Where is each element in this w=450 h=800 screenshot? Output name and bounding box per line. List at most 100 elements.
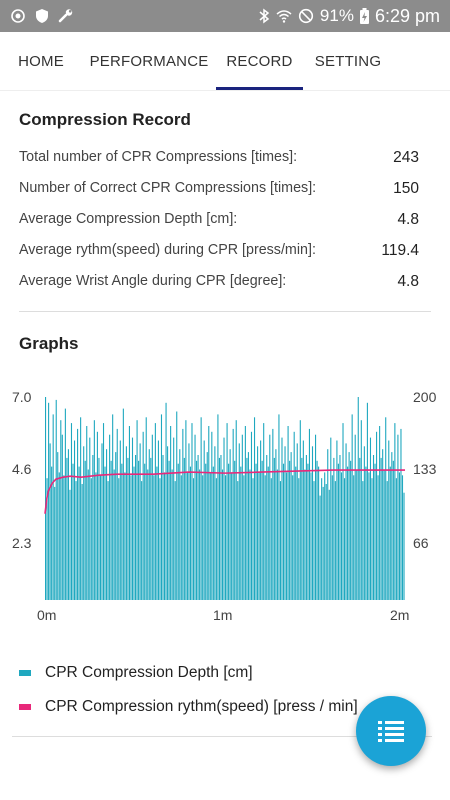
- depth-bar: [354, 434, 356, 600]
- depth-bar: [235, 420, 237, 600]
- record-value: 4.8: [397, 211, 419, 228]
- depth-bar: [70, 423, 73, 600]
- depth-bar: [287, 426, 289, 600]
- depth-bar: [313, 481, 315, 600]
- depth-bar: [200, 417, 202, 600]
- depth-bar: [174, 481, 176, 600]
- depth-bar: [247, 452, 249, 600]
- depth-bar: [304, 469, 306, 600]
- depth-bar: [176, 411, 178, 600]
- depth-bar: [397, 434, 399, 600]
- depth-bar: [157, 440, 159, 600]
- tab-record[interactable]: RECORD: [216, 32, 303, 90]
- depth-bar: [241, 434, 243, 600]
- list-fab-button[interactable]: [356, 696, 426, 766]
- record-value: 150: [393, 180, 419, 197]
- depth-bar: [255, 463, 257, 600]
- depth-bar: [269, 434, 271, 600]
- depth-bar: [179, 449, 181, 600]
- brightness-icon: [11, 9, 25, 23]
- depth-bar: [154, 423, 156, 600]
- legend-swatch: [19, 704, 31, 710]
- depth-bar: [138, 460, 140, 600]
- depth-bar: [278, 414, 280, 600]
- depth-bar: [363, 446, 365, 600]
- depth-bar: [325, 484, 327, 600]
- depth-bar: [296, 443, 298, 600]
- depth-bar: [383, 469, 385, 600]
- depth-bar: [311, 446, 314, 600]
- tab-home[interactable]: HOME: [18, 52, 64, 70]
- depth-bar: [188, 443, 190, 600]
- depth-bar: [118, 478, 120, 600]
- depth-bar: [215, 478, 217, 600]
- depth-bar: [92, 455, 94, 600]
- depth-bar: [372, 455, 375, 600]
- depth-bar: [388, 440, 390, 600]
- record-label: Total number of CPR Compressions [times]…: [19, 149, 298, 165]
- wrench-icon: [58, 9, 73, 23]
- depth-bar: [228, 463, 230, 600]
- depth-bar: [168, 460, 170, 600]
- depth-bar: [196, 460, 198, 600]
- depth-bar: [244, 426, 246, 600]
- depth-bar: [153, 475, 155, 600]
- depth-bar: [142, 431, 144, 600]
- wifi-icon: [276, 10, 292, 23]
- depth-bar: [45, 397, 47, 600]
- depth-bar: [290, 452, 292, 600]
- depth-bar: [394, 423, 396, 600]
- depth-bar: [299, 420, 301, 600]
- tab-performance[interactable]: PERFORMANCE: [89, 52, 209, 70]
- depth-bar: [106, 449, 108, 600]
- depth-bar: [324, 472, 326, 600]
- legend-swatch: [19, 670, 31, 676]
- right-axis-tick: 200: [413, 389, 437, 405]
- depth-bar: [133, 466, 135, 600]
- depth-bar: [109, 434, 111, 600]
- depth-bar: [310, 472, 312, 600]
- depth-bar: [49, 443, 51, 600]
- depth-bar: [130, 475, 132, 600]
- tab-setting[interactable]: SETTING: [314, 52, 382, 70]
- depth-bar: [246, 457, 248, 600]
- depth-bar: [180, 475, 182, 600]
- depth-bar: [343, 478, 346, 600]
- depth-bar: [376, 431, 378, 600]
- depth-bar: [238, 443, 240, 600]
- depth-bar: [282, 463, 285, 600]
- depth-bar: [380, 457, 382, 600]
- depth-bar: [319, 495, 321, 600]
- depth-bar: [350, 460, 352, 600]
- depth-bar: [357, 397, 359, 600]
- depth-bar: [337, 463, 339, 600]
- depth-bar: [52, 414, 54, 600]
- x-axis-tick: 1m: [213, 607, 233, 623]
- depth-bar: [135, 455, 137, 600]
- depth-bar: [67, 449, 69, 600]
- depth-bar: [400, 428, 402, 600]
- record-row: Average Wrist Angle during CPR [degree]:…: [19, 273, 419, 291]
- depth-bar: [99, 475, 102, 600]
- depth-bar: [150, 457, 152, 600]
- depth-bar: [212, 466, 214, 600]
- depth-bar: [177, 463, 179, 600]
- depth-bar: [362, 481, 364, 600]
- compression-record-title: Compression Record: [19, 110, 191, 129]
- record-value: 4.8: [397, 273, 419, 290]
- depth-bar: [60, 420, 62, 600]
- depth-bar: [342, 423, 344, 600]
- depth-bar: [385, 417, 387, 600]
- depth-bar: [243, 475, 245, 600]
- depth-bar: [389, 466, 391, 600]
- depth-bar: [223, 437, 225, 600]
- depth-bar: [122, 408, 124, 600]
- depth-bar: [78, 466, 80, 600]
- depth-bar: [284, 446, 286, 600]
- depth-bar: [340, 472, 343, 600]
- depth-bar: [156, 466, 158, 600]
- depth-bar: [249, 469, 251, 600]
- depth-bar: [66, 457, 68, 600]
- depth-bar: [360, 420, 362, 600]
- depth-bar: [327, 449, 329, 600]
